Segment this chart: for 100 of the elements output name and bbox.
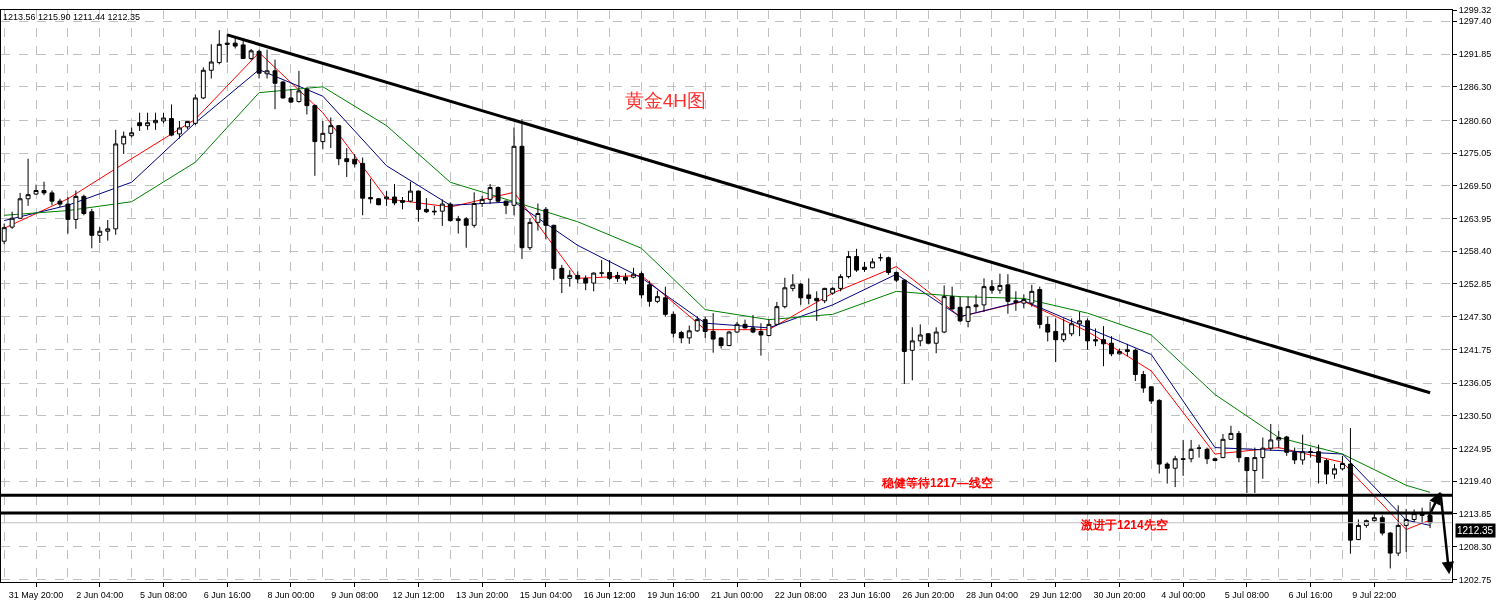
candlestick xyxy=(113,129,119,236)
candlestick xyxy=(1332,463,1337,480)
candlestick xyxy=(41,181,47,196)
candlestick xyxy=(1387,531,1393,569)
candlestick xyxy=(503,200,509,215)
candlestick xyxy=(336,124,342,166)
candlestick xyxy=(790,273,796,292)
x-tick-label: 8 Jun 00:00 xyxy=(267,589,315,600)
candlestick xyxy=(65,196,71,235)
candlestick xyxy=(1156,398,1162,475)
y-tick-label: 1263.95 xyxy=(1458,213,1492,224)
y-tick-label: 1213.85 xyxy=(1458,509,1492,520)
candlestick xyxy=(766,319,772,337)
candlestick xyxy=(1037,286,1043,329)
candlestick xyxy=(941,284,947,334)
candlestick xyxy=(352,153,358,169)
candlestick xyxy=(838,273,844,292)
candlestick xyxy=(1085,317,1091,351)
candlestick xyxy=(933,326,939,354)
candlestick xyxy=(583,274,589,291)
x-tick-label: 28 Jun 04:00 xyxy=(965,589,1018,600)
candlestick xyxy=(216,29,222,65)
candlestick xyxy=(415,190,421,223)
candlestick xyxy=(965,296,971,328)
candlestick xyxy=(1268,423,1274,452)
candlestick xyxy=(678,330,684,344)
candlestick xyxy=(1101,325,1106,367)
candlestick xyxy=(129,126,135,138)
y-tick-label: 1241.75 xyxy=(1458,344,1492,355)
y-tick-label: 1219.40 xyxy=(1458,476,1492,487)
candlestick xyxy=(153,112,158,131)
candlestick xyxy=(1093,327,1098,347)
x-tick-label: 6 Jul 16:00 xyxy=(1288,589,1333,600)
candlestick xyxy=(1109,335,1114,357)
candlestick xyxy=(1061,317,1067,343)
candlestick xyxy=(1124,343,1130,357)
y-tick-label: 1269.50 xyxy=(1458,180,1492,191)
y-tick-label: 1247.30 xyxy=(1458,311,1492,322)
candlestick xyxy=(1236,430,1242,463)
candlestick xyxy=(487,183,493,205)
y-tick-label: 1236.05 xyxy=(1458,378,1492,389)
candlestick xyxy=(527,217,533,251)
candlestick xyxy=(105,219,111,242)
candlestick xyxy=(543,206,549,240)
candlestick xyxy=(742,319,748,329)
candlestick xyxy=(431,205,437,216)
candlestick xyxy=(599,259,605,278)
candlestick xyxy=(344,147,350,178)
candlestick xyxy=(917,323,923,347)
candlestick xyxy=(607,259,613,281)
candlestick xyxy=(949,286,955,311)
x-tick-label: 30 Jun 20:00 xyxy=(1093,589,1146,600)
candlestick xyxy=(511,126,517,216)
candlestick xyxy=(1284,435,1290,457)
candlestick xyxy=(33,184,39,196)
candlestick xyxy=(631,267,636,278)
candlestick xyxy=(575,270,581,284)
candlestick xyxy=(997,273,1003,295)
candlestick xyxy=(551,224,557,281)
y-tick-label: 1299.32 xyxy=(1458,5,1492,16)
candlestick xyxy=(161,112,166,124)
candlestick xyxy=(814,290,820,322)
candlestick xyxy=(304,86,310,115)
candlestick xyxy=(830,286,836,296)
candlestick xyxy=(1355,519,1361,541)
annotation: 1213.56 1215.90 1211.44 1212.35 xyxy=(3,12,140,22)
text: 黄金4H图 xyxy=(624,89,707,111)
candlestick xyxy=(1077,311,1083,337)
candlestick xyxy=(623,272,628,285)
candlestick xyxy=(782,277,788,309)
candlestick xyxy=(519,118,525,260)
candlestick xyxy=(169,103,174,137)
candlestick xyxy=(423,197,429,214)
candlestick xyxy=(439,198,445,227)
y-tick-label: 1208.30 xyxy=(1458,541,1492,552)
candlestick xyxy=(240,39,246,60)
candlestick xyxy=(1260,437,1266,480)
candlestick xyxy=(376,197,382,206)
candlestick xyxy=(718,336,724,350)
candlestick xyxy=(885,256,891,276)
candlestick xyxy=(360,157,366,216)
candlestick xyxy=(1172,455,1178,488)
x-tick-label: 21 Jun 00:00 xyxy=(711,589,764,600)
x-tick-label: 23 Jun 16:00 xyxy=(838,589,891,600)
y-tick-label: 1252.85 xyxy=(1458,279,1492,290)
candlestick xyxy=(312,103,318,177)
candlestick xyxy=(1021,293,1027,309)
candlestick xyxy=(981,277,987,313)
candlestick xyxy=(1005,273,1011,315)
candlestick xyxy=(73,190,79,230)
candlestick xyxy=(615,271,621,283)
candlestick xyxy=(1132,348,1138,382)
candlestick xyxy=(368,178,374,204)
candlestick xyxy=(1029,284,1035,308)
candlestick xyxy=(957,296,963,323)
x-tick-label: 19 Jun 16:00 xyxy=(647,589,700,600)
candlestick xyxy=(97,226,103,244)
candlestick xyxy=(272,59,278,110)
candlestick xyxy=(1053,317,1059,363)
candlestick xyxy=(1340,455,1345,472)
